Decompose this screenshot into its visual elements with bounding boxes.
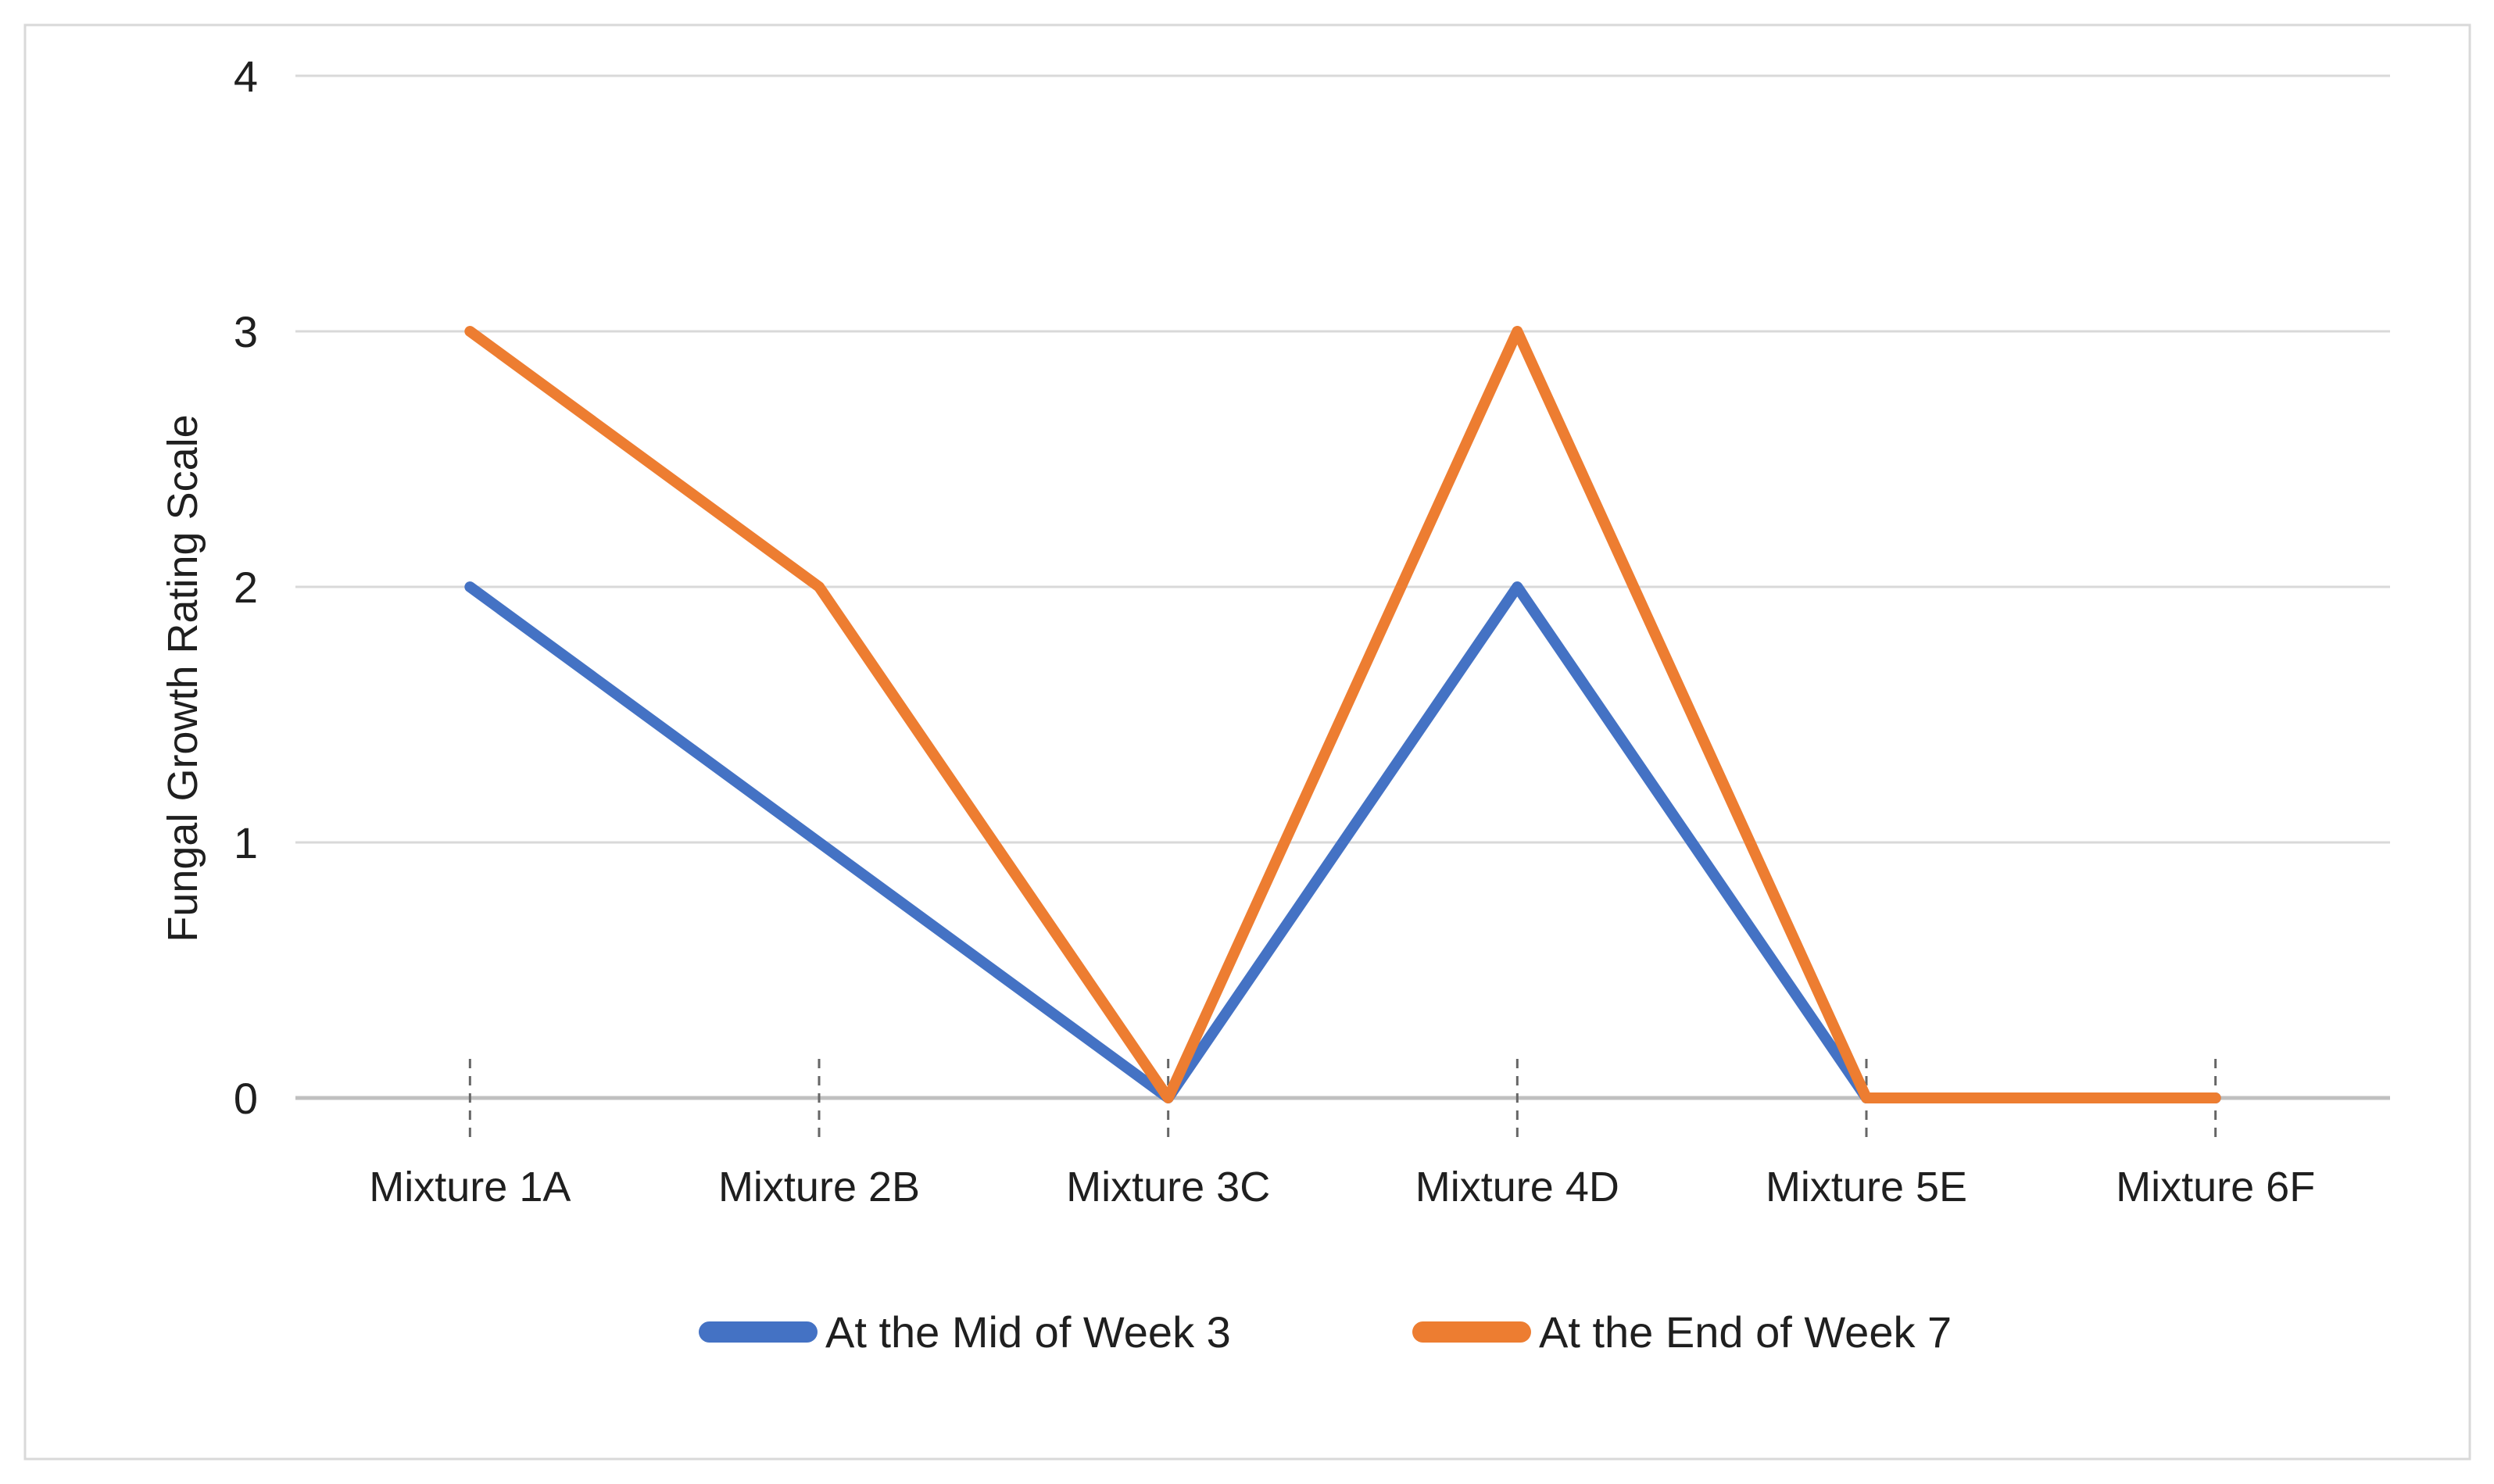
legend-label-end-week-7: At the End of Week 7 (1539, 1307, 1952, 1357)
x-tick-label: Mixture 1A (369, 1164, 571, 1210)
y-tick-label: 1 (234, 818, 258, 867)
x-tick-label: Mixture 2B (718, 1164, 920, 1210)
series-line-at-the-end-of-week-7 (464, 326, 2221, 1103)
x-tick-label: Mixture 6F (2116, 1164, 2315, 1210)
y-axis-title: Fungal Growth Rating Scale (159, 414, 206, 942)
plot-area: 0 1 2 3 4 Mixture 1A Mixture 2B Mixture 3C Mixtu… (234, 52, 2390, 1210)
x-tick-label: Mixture 4D (1415, 1164, 1619, 1210)
y-tick-label: 0 (234, 1074, 258, 1123)
x-tick-label: Mixture 5E (1766, 1164, 1967, 1210)
legend-item-mid-week-3: At the Mid of Week 3 (699, 1307, 1231, 1357)
legend-label-mid-week-3: At the Mid of Week 3 (825, 1307, 1231, 1357)
legend-swatch-end-week-7 (1412, 1321, 1531, 1343)
legend: At the Mid of Week 3 At the End of Week … (699, 1307, 1952, 1357)
legend-swatch-mid-week-3 (699, 1321, 818, 1343)
y-tick-label: 2 (234, 563, 258, 612)
y-tick-label: 3 (234, 307, 258, 356)
y-tick-label: 4 (234, 52, 258, 101)
x-tick-label: Mixture 3C (1066, 1164, 1270, 1210)
chart-border (23, 23, 2471, 1461)
legend-item-end-week-7: At the End of Week 7 (1412, 1307, 1952, 1357)
